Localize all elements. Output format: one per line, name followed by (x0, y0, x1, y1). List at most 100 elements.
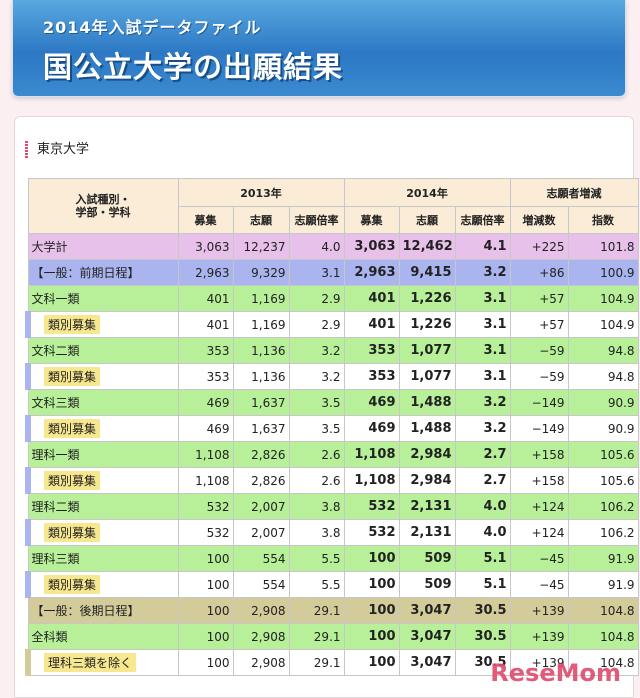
table-cell: 3.8 (288, 519, 345, 546)
row-label: 類別募集 (25, 363, 179, 390)
table-cell: 104.9 (567, 285, 639, 312)
table-cell: 100 (343, 623, 400, 650)
table-row: 【一般：前期日程】 2,963 9,329 3.1 2,963 9,415 3.2 +86 10… (27, 259, 639, 286)
table-cell: 29.1 (288, 597, 345, 624)
table-cell: 1,108 (177, 441, 234, 468)
table-cell: 3.1 (288, 259, 345, 286)
table-cell: 401 (177, 311, 234, 338)
table-cell: 94.8 (567, 337, 639, 364)
table-row: 類別募集 469 1,637 3.5 469 1,488 3.2 −149 90.9 (25, 415, 639, 442)
header-sub-col: 増減数 (509, 206, 569, 234)
table-cell: 2.7 (454, 441, 511, 468)
table-cell: +124 (509, 493, 569, 520)
table-cell: 3.1 (454, 311, 511, 338)
row-label: 理科二類 (27, 493, 179, 520)
table-cell: 1,637 (232, 415, 290, 442)
table-cell: 1,169 (232, 311, 290, 338)
table-cell: 100 (177, 623, 234, 650)
header-sub-col: 志願 (232, 206, 290, 234)
table-row: 文科二類 353 1,136 3.2 353 1,077 3.1 −59 94.8 (27, 337, 639, 364)
table-cell: +225 (509, 233, 569, 260)
table-cell: 4.1 (454, 233, 511, 260)
table-cell: 12,237 (232, 233, 290, 260)
table-cell: 106.2 (567, 519, 639, 546)
table-cell: 1,136 (232, 337, 290, 364)
table-cell: 3.2 (454, 415, 511, 442)
table-cell: −59 (509, 337, 569, 364)
table-cell: −149 (509, 389, 569, 416)
row-label-text: 類別募集 (44, 471, 101, 490)
table-cell: 1,488 (398, 389, 456, 416)
table-cell: 1,488 (398, 415, 456, 442)
table-cell: 2,131 (398, 493, 456, 520)
table-cell: −59 (509, 363, 569, 390)
table-cell: 100 (177, 597, 234, 624)
table-cell: 3.8 (288, 493, 345, 520)
table-cell: 353 (343, 337, 400, 364)
table-row: 理科二類 532 2,007 3.8 532 2,131 4.0 +124 106.2 (27, 493, 639, 520)
table-cell: 100 (177, 649, 234, 676)
table-cell: 2.6 (288, 441, 345, 468)
table-cell: 100 (343, 649, 400, 676)
table-cell: 4.0 (454, 493, 511, 520)
header-change: 志願者増減 (509, 178, 639, 207)
table-cell: +158 (509, 467, 569, 494)
table-cell: 105.6 (567, 467, 639, 494)
table-cell: 532 (343, 519, 400, 546)
table-row: 類別募集 353 1,136 3.2 353 1,077 3.1 −59 94.8 (25, 363, 639, 390)
table-cell: 3.2 (454, 259, 511, 286)
table-cell: 3,063 (343, 233, 400, 260)
table-row: 類別募集 401 1,169 2.9 401 1,226 3.1 +57 104.9 (25, 311, 639, 338)
table-cell: 2,963 (177, 259, 234, 286)
table-row: 文科三類 469 1,637 3.5 469 1,488 3.2 −149 90.9 (27, 389, 639, 416)
header-2013: 2013年 (177, 178, 345, 207)
table-cell: 2,984 (398, 467, 456, 494)
table-row: 文科一類 401 1,169 2.9 401 1,226 3.1 +57 104.9 (27, 285, 639, 312)
table-cell: 101.8 (567, 233, 639, 260)
table-row: 類別募集 532 2,007 3.8 532 2,131 4.0 +124 106.2 (25, 519, 639, 546)
table-cell: 2,908 (232, 597, 290, 624)
table-cell: 100 (177, 571, 234, 598)
table-cell: 12,462 (398, 233, 456, 260)
table-cell: 1,077 (398, 337, 456, 364)
table-cell: 1,108 (343, 467, 400, 494)
table-cell: 2,963 (343, 259, 400, 286)
table-row: 類別募集 1,108 2,826 2.6 1,108 2,984 2.7 +158 105.6 (25, 467, 639, 494)
table-row: 理科三類を除く 100 2,908 29.1 100 3,047 30.5 +139 104.8 (25, 649, 639, 676)
university-name: 東京大学 (37, 142, 90, 157)
row-label-text: 類別募集 (44, 419, 101, 438)
table-cell: 1,169 (232, 285, 290, 312)
table-cell: 90.9 (567, 389, 639, 416)
section-marker (25, 141, 28, 159)
table-cell: 2.9 (288, 285, 345, 312)
table-cell: 532 (177, 519, 234, 546)
table-cell: 91.9 (567, 545, 639, 572)
header-label-col: 入試種別・ 学部・学科 (27, 178, 179, 234)
table-cell: +124 (509, 519, 569, 546)
table-cell: 1,226 (398, 311, 456, 338)
table-cell: 1,108 (177, 467, 234, 494)
table-cell: 4.0 (288, 233, 345, 260)
table-cell: 9,415 (398, 259, 456, 286)
table-cell: +139 (509, 597, 569, 624)
header-sub-col: 志願倍率 (454, 206, 511, 234)
table-cell: 104.8 (567, 597, 639, 624)
table-cell: 401 (343, 285, 400, 312)
row-label: 【一般：前期日程】 (27, 259, 179, 286)
table-cell: 3.5 (288, 415, 345, 442)
table-cell: 3,047 (398, 597, 456, 624)
table-cell: 104.8 (567, 649, 639, 676)
table-cell: 401 (343, 311, 400, 338)
table-cell: 106.2 (567, 493, 639, 520)
table-cell: 353 (177, 363, 234, 390)
table-cell: 3.2 (288, 363, 345, 390)
table-cell: +57 (509, 311, 569, 338)
banner-subtitle: 2014年入試データファイル (43, 18, 262, 37)
table-cell: 94.8 (567, 363, 639, 390)
table-cell: 353 (343, 363, 400, 390)
table-row: 大学計 3,063 12,237 4.0 3,063 12,462 4.1 +225 101.8 (27, 233, 639, 260)
header-sub-col: 志願 (398, 206, 456, 234)
table-cell: 5.5 (288, 571, 345, 598)
table-cell: 3.1 (454, 285, 511, 312)
table-cell: 509 (398, 571, 456, 598)
